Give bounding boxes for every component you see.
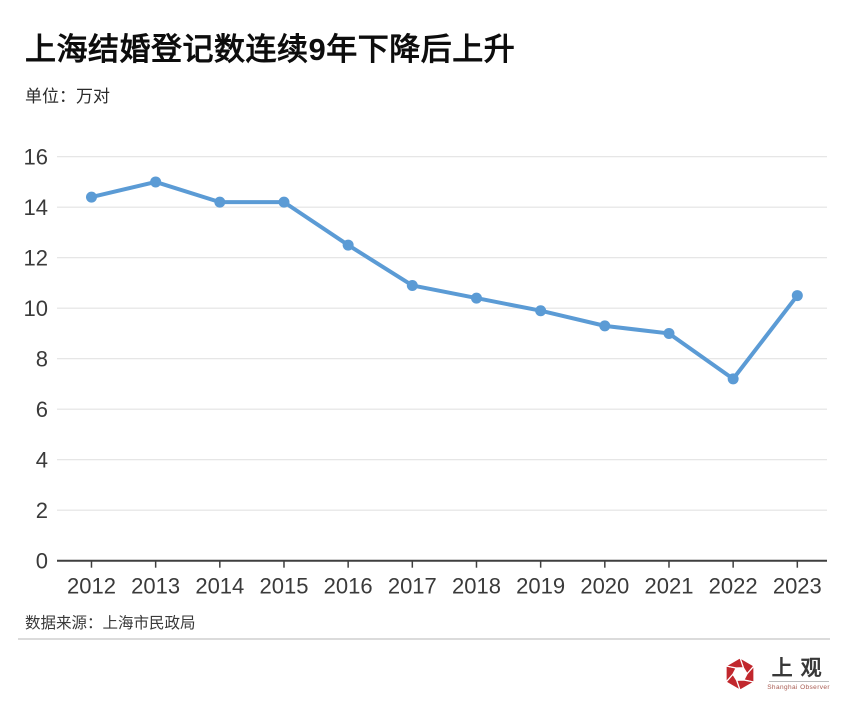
y-tick-label: 6	[36, 397, 48, 422]
data-point	[663, 327, 675, 339]
data-point	[278, 196, 290, 208]
data-point	[599, 320, 611, 332]
data-point	[470, 292, 482, 304]
logo-text-block: 上观 Shanghai Observer	[767, 657, 830, 691]
y-tick-label: 8	[36, 347, 48, 372]
y-tick-label: 2	[36, 498, 48, 523]
x-tick-label: 2017	[388, 574, 437, 599]
aperture-logo-icon	[725, 657, 755, 691]
data-point	[406, 279, 418, 291]
data-point	[727, 373, 739, 385]
x-tick-label: 2013	[131, 574, 180, 599]
y-tick-label: 12	[24, 246, 48, 271]
data-point	[214, 196, 226, 208]
footer-divider	[18, 638, 830, 640]
series-line	[89, 179, 800, 381]
y-tick-label: 16	[24, 145, 48, 170]
data-point	[791, 290, 803, 302]
shanghai-observer-logo: 上观 Shanghai Observer	[721, 655, 830, 693]
y-tick-label: 0	[36, 549, 48, 574]
page-title: 上海结婚登记数连续9年下降后上升	[25, 32, 516, 67]
x-tick-label: 2019	[516, 574, 565, 599]
data-point	[85, 191, 97, 203]
logo-rule	[768, 681, 829, 683]
unit-label: 单位：万对	[25, 87, 110, 106]
logo-subtext: Shanghai Observer	[767, 684, 830, 692]
y-tick-label: 10	[24, 296, 48, 321]
data-point	[150, 176, 162, 188]
x-tick-label: 2021	[645, 574, 694, 599]
y-tick-label: 14	[24, 195, 48, 220]
x-tick-label: 2023	[773, 574, 822, 599]
x-tick-label: 2016	[324, 574, 373, 599]
data-point	[342, 239, 354, 251]
line-chart: 0 2 4 6 8 10 12 14 16 2012 2013 2014 2015 2016 2017 201…	[24, 145, 827, 599]
x-tick-label: 2014	[195, 574, 244, 599]
data-point	[535, 305, 547, 317]
x-tick-label: 2022	[709, 574, 758, 599]
x-tick-label: 2015	[260, 574, 309, 599]
x-tick-label: 2012	[67, 574, 116, 599]
x-tick-label: 2018	[452, 574, 501, 599]
data-source-label: 数据来源：上海市民政局	[25, 615, 196, 632]
logo-name: 上观	[771, 655, 830, 680]
y-tick-label: 4	[36, 448, 48, 473]
x-tick-label: 2020	[580, 574, 629, 599]
